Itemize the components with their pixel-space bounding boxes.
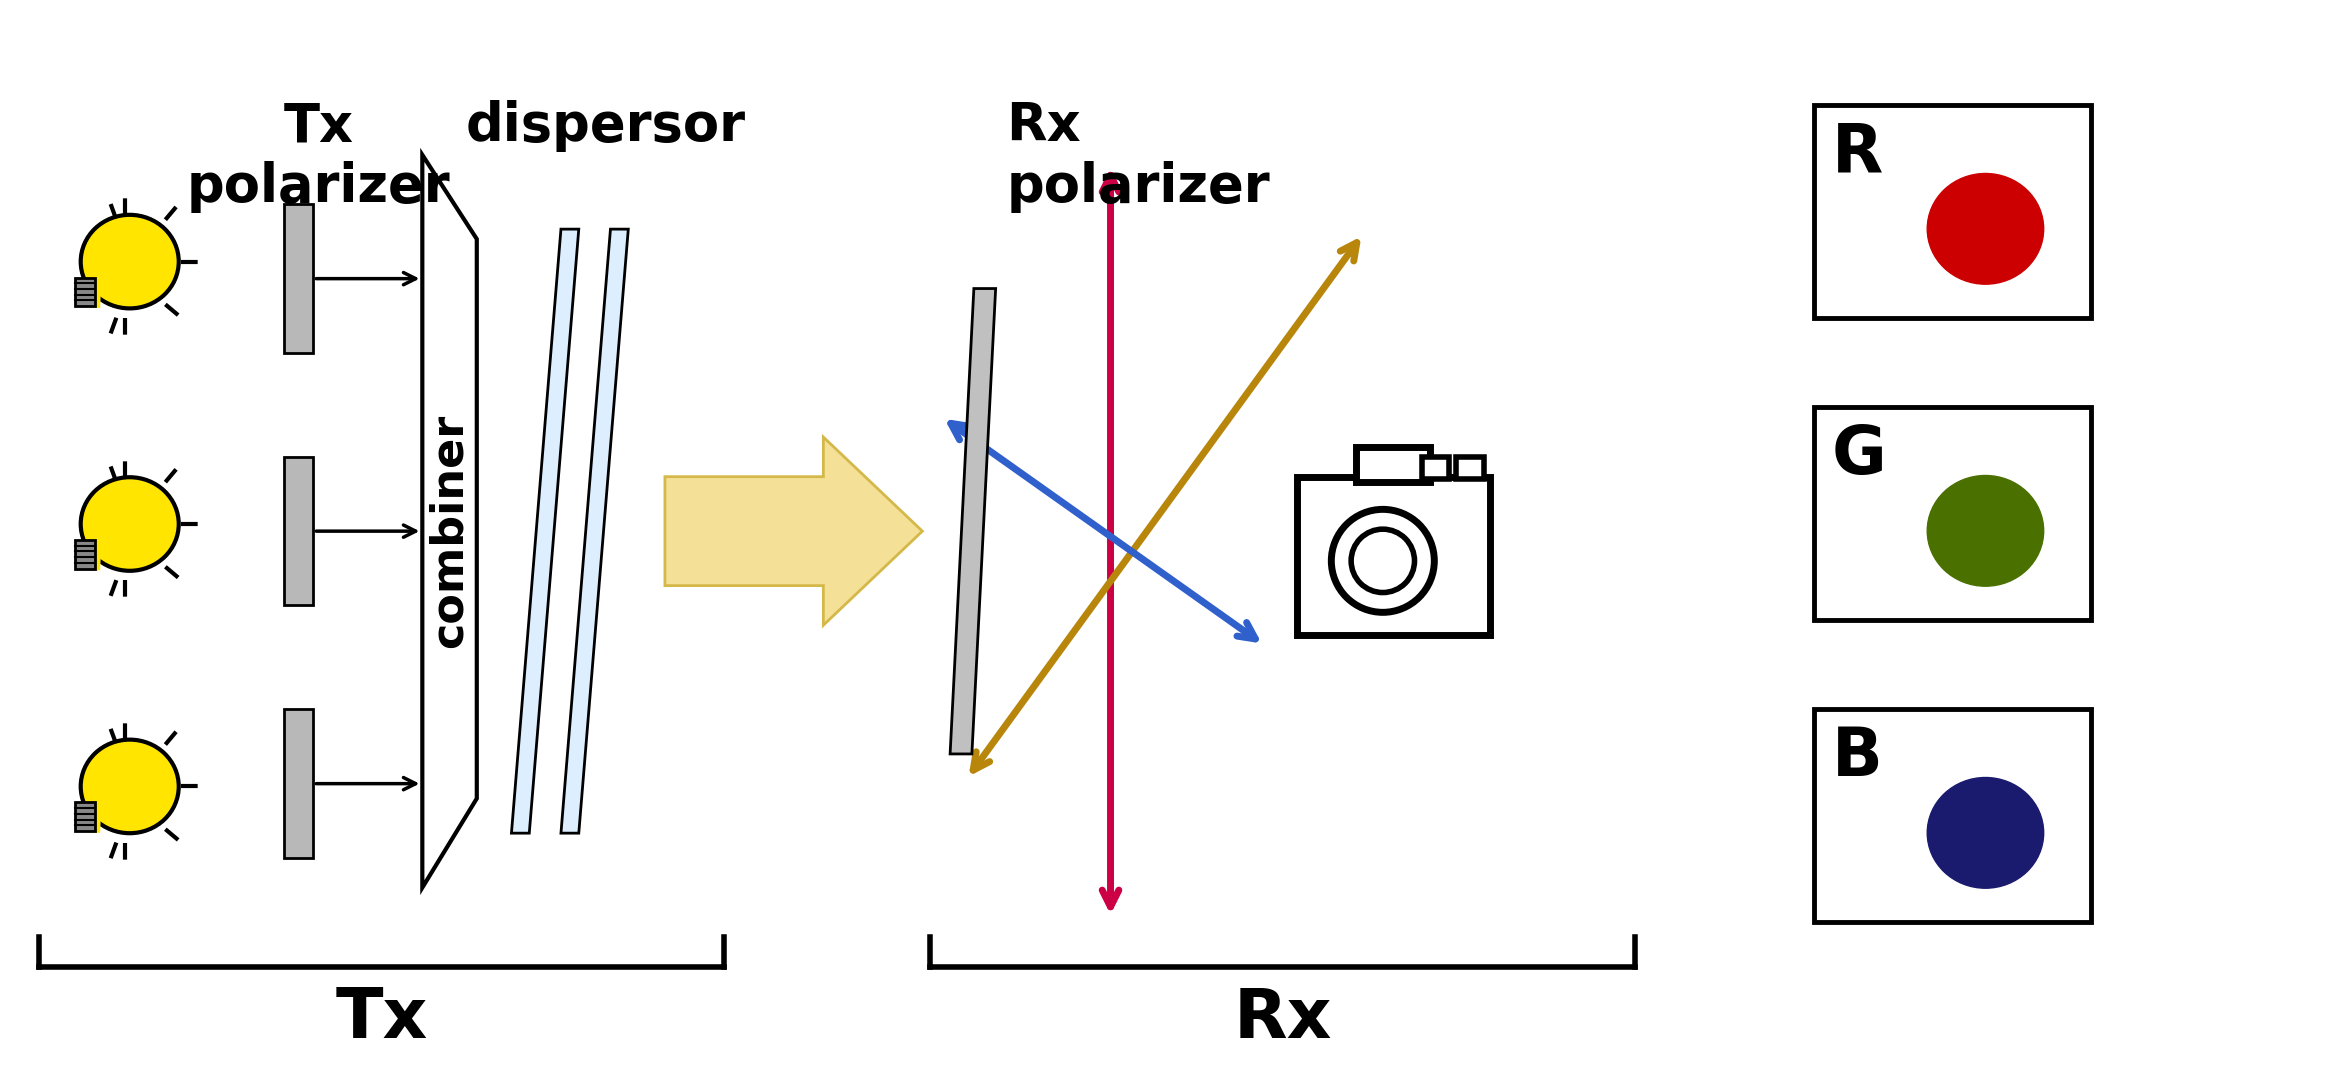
Ellipse shape (81, 477, 179, 570)
Polygon shape (423, 155, 477, 888)
Circle shape (1351, 530, 1414, 593)
FancyBboxPatch shape (1814, 408, 2090, 621)
Ellipse shape (1927, 475, 2044, 586)
Polygon shape (91, 279, 102, 308)
Ellipse shape (1927, 173, 2044, 285)
Text: combiner: combiner (428, 414, 470, 648)
Text: R: R (1832, 120, 1883, 186)
Text: Rx
polarizer: Rx polarizer (1007, 101, 1269, 213)
Polygon shape (560, 229, 628, 834)
FancyBboxPatch shape (1297, 476, 1490, 636)
Polygon shape (951, 289, 995, 754)
FancyBboxPatch shape (1421, 457, 1448, 478)
Text: G: G (1832, 423, 1886, 488)
FancyBboxPatch shape (1455, 457, 1483, 478)
FancyBboxPatch shape (74, 540, 95, 568)
Polygon shape (665, 437, 923, 625)
FancyBboxPatch shape (1814, 709, 2090, 922)
Polygon shape (512, 229, 579, 834)
Text: Rx: Rx (1235, 984, 1332, 1052)
FancyBboxPatch shape (74, 802, 95, 831)
Text: B: B (1832, 724, 1883, 791)
Polygon shape (91, 541, 102, 570)
Circle shape (1332, 509, 1435, 612)
Text: Tx: Tx (335, 984, 428, 1052)
Text: dispersor: dispersor (465, 101, 746, 152)
FancyBboxPatch shape (284, 457, 314, 606)
Ellipse shape (81, 215, 179, 308)
Text: Tx
polarizer: Tx polarizer (186, 101, 451, 213)
FancyBboxPatch shape (284, 204, 314, 353)
FancyBboxPatch shape (284, 709, 314, 858)
FancyBboxPatch shape (1814, 105, 2090, 318)
Polygon shape (91, 805, 102, 832)
Ellipse shape (1927, 778, 2044, 888)
Ellipse shape (81, 739, 179, 834)
FancyBboxPatch shape (74, 277, 95, 306)
FancyBboxPatch shape (1355, 447, 1430, 482)
